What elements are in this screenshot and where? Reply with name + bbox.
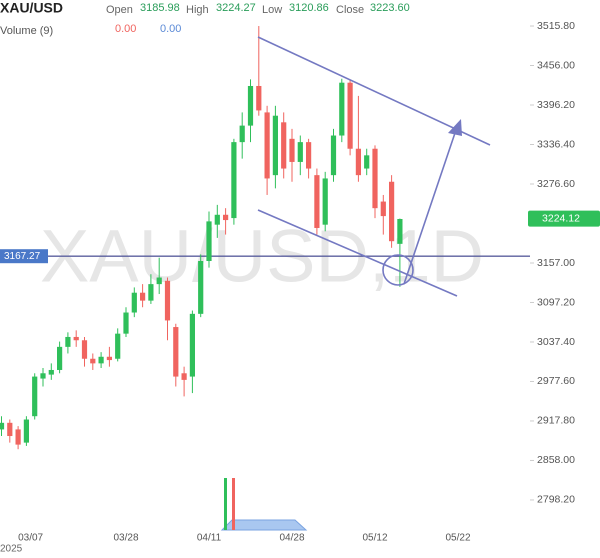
candle-body [347, 82, 353, 149]
candle-body [57, 346, 63, 370]
candle-body [223, 214, 229, 221]
candle-body [115, 333, 121, 359]
candle-body [198, 261, 204, 314]
x-tick-label: 03/07 [18, 533, 43, 544]
candle-body [314, 175, 320, 228]
candle-body [264, 112, 270, 179]
candle-body [364, 155, 370, 169]
candle-body [281, 122, 287, 169]
last-price-tag [528, 210, 600, 227]
arrow-line [403, 129, 457, 285]
volume-label: Volume (9) [0, 25, 53, 37]
trend-line [257, 209, 458, 297]
y-tick-label: 3157.00 [537, 257, 575, 269]
candle-body [140, 292, 146, 301]
candle-body [380, 201, 386, 217]
candle-body [389, 181, 395, 242]
y-tick-label: 2798.20 [537, 494, 575, 506]
y-tick-label: 3396.20 [537, 99, 575, 111]
candle-body [148, 284, 154, 301]
candle-body [256, 85, 262, 111]
candle-body [214, 214, 220, 225]
candle-body [297, 142, 303, 162]
ohlc-value: 3120.86 [289, 2, 329, 14]
candle-body [156, 277, 162, 285]
candle-body [306, 142, 312, 169]
candle-body [355, 148, 361, 176]
ohlc-value: 3185.98 [140, 2, 180, 14]
candle-body [330, 135, 337, 176]
ohlc-label: Open [106, 4, 133, 16]
y-tick-label: 3515.80 [537, 20, 575, 32]
candle-body [173, 327, 179, 377]
price-tag-label: 3167.27 [4, 251, 41, 262]
x-tick-label: 05/22 [445, 533, 470, 544]
ohlc-value: 3224.27 [216, 2, 256, 14]
ohlc-value: 3223.60 [370, 2, 410, 14]
candle-body [106, 356, 112, 361]
y-tick-label: 3097.20 [537, 296, 575, 308]
trend-line [257, 36, 491, 146]
x-tick-label: 04/11 [197, 533, 222, 544]
candle-body [289, 138, 295, 162]
ohlc-label: High [186, 4, 209, 16]
candle-body [123, 312, 129, 334]
volume-value: 0.00 [115, 23, 136, 35]
symbol-title: XAU/USD [0, 0, 63, 16]
x-tick-label: 03/28 [113, 533, 138, 544]
y-tick-label: 3336.40 [537, 138, 575, 150]
x-tick-label: 05/12 [362, 533, 387, 544]
year-label: 2025 [0, 544, 23, 555]
volume-bar [232, 478, 235, 530]
candle-body [322, 178, 328, 225]
drawings [257, 36, 491, 297]
candle-body [272, 115, 278, 176]
ohlc-label: Close [336, 4, 364, 16]
candle-body [40, 373, 46, 379]
candle-body [181, 373, 187, 380]
volume-bar [224, 478, 227, 530]
candle-body [247, 85, 254, 126]
candle-body [32, 376, 38, 417]
y-tick-label: 3037.40 [537, 336, 575, 348]
y-tick-label: 2917.80 [537, 415, 575, 427]
y-tick-label: 2858.00 [537, 454, 575, 466]
plot-area [0, 25, 534, 501]
arrow-head [448, 119, 462, 136]
candle-body [15, 429, 21, 445]
candle-body [90, 358, 96, 364]
candle-body [0, 422, 5, 430]
volume-value: 0.00 [160, 23, 181, 35]
candle-body [7, 422, 13, 437]
candle-body [339, 82, 345, 136]
candle-body [231, 142, 237, 219]
candle-body [189, 313, 195, 377]
y-tick-label: 2977.60 [537, 375, 575, 387]
candle-body [164, 280, 171, 321]
ohlc-label: Low [262, 4, 282, 16]
candle-body [81, 340, 88, 359]
y-tick-label: 3276.60 [537, 178, 575, 190]
candle-body [206, 221, 212, 262]
candle-body [23, 419, 29, 443]
candle-body [397, 219, 403, 244]
candle-body [98, 356, 104, 364]
price-tag [0, 249, 48, 264]
candle-body [65, 336, 71, 347]
x-tick-label: 04/28 [279, 533, 304, 544]
candle-body [73, 336, 79, 341]
last-price-label: 3224.12 [542, 212, 580, 224]
candle-body [48, 369, 54, 375]
circle-marker [382, 254, 414, 286]
candle-body [239, 125, 245, 143]
candle-body [372, 148, 378, 209]
y-tick-label: 3456.00 [537, 59, 575, 71]
candle-body [131, 292, 137, 313]
